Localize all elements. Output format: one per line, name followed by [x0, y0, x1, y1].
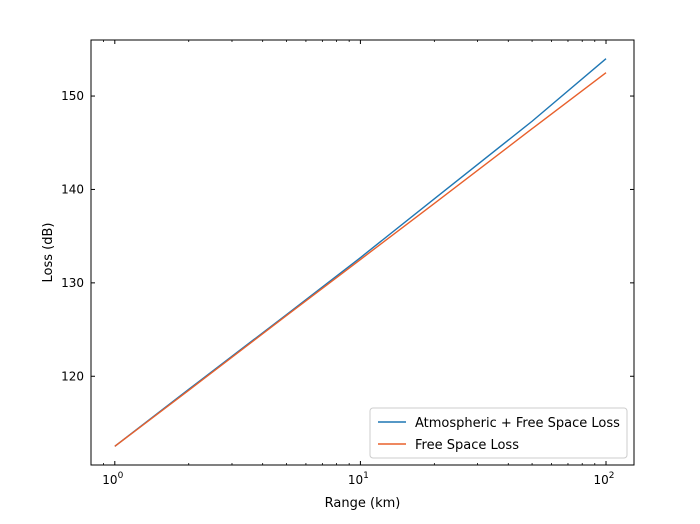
- x-tick-label: 100: [102, 471, 123, 487]
- legend-box: [369, 407, 628, 459]
- y-axis: 120 130 140 150: [61, 89, 634, 383]
- x-tick-base: 10: [348, 473, 363, 487]
- x-tick-exponent: 1: [363, 471, 369, 481]
- x-tick-base: 10: [102, 473, 117, 487]
- y-axis-label: Loss (dB): [41, 223, 56, 283]
- legend-label: Atmospheric + Free Space Loss: [415, 416, 620, 431]
- x-tick-label: 101: [348, 471, 369, 487]
- x-axis: 100 101 102: [102, 40, 615, 487]
- x-tick-exponent: 0: [118, 471, 124, 481]
- x-tick-exponent: 2: [609, 471, 615, 481]
- plot-frame: [90, 39, 635, 466]
- legend: Atmospheric + Free Space Loss Free Space …: [369, 407, 628, 459]
- series-line-0: [114, 58, 607, 447]
- x-tick-base: 10: [594, 473, 609, 487]
- series-lines: [114, 58, 607, 447]
- legend-label: Free Space Loss: [415, 438, 519, 453]
- y-tick-label: 150: [61, 89, 84, 103]
- x-tick-label: 102: [594, 471, 615, 487]
- y-tick-label: 120: [61, 369, 84, 383]
- x-axis-label: Range (km): [325, 496, 401, 511]
- series-line-1: [114, 72, 607, 447]
- y-tick-label: 140: [61, 182, 84, 196]
- y-tick-label: 130: [61, 276, 84, 290]
